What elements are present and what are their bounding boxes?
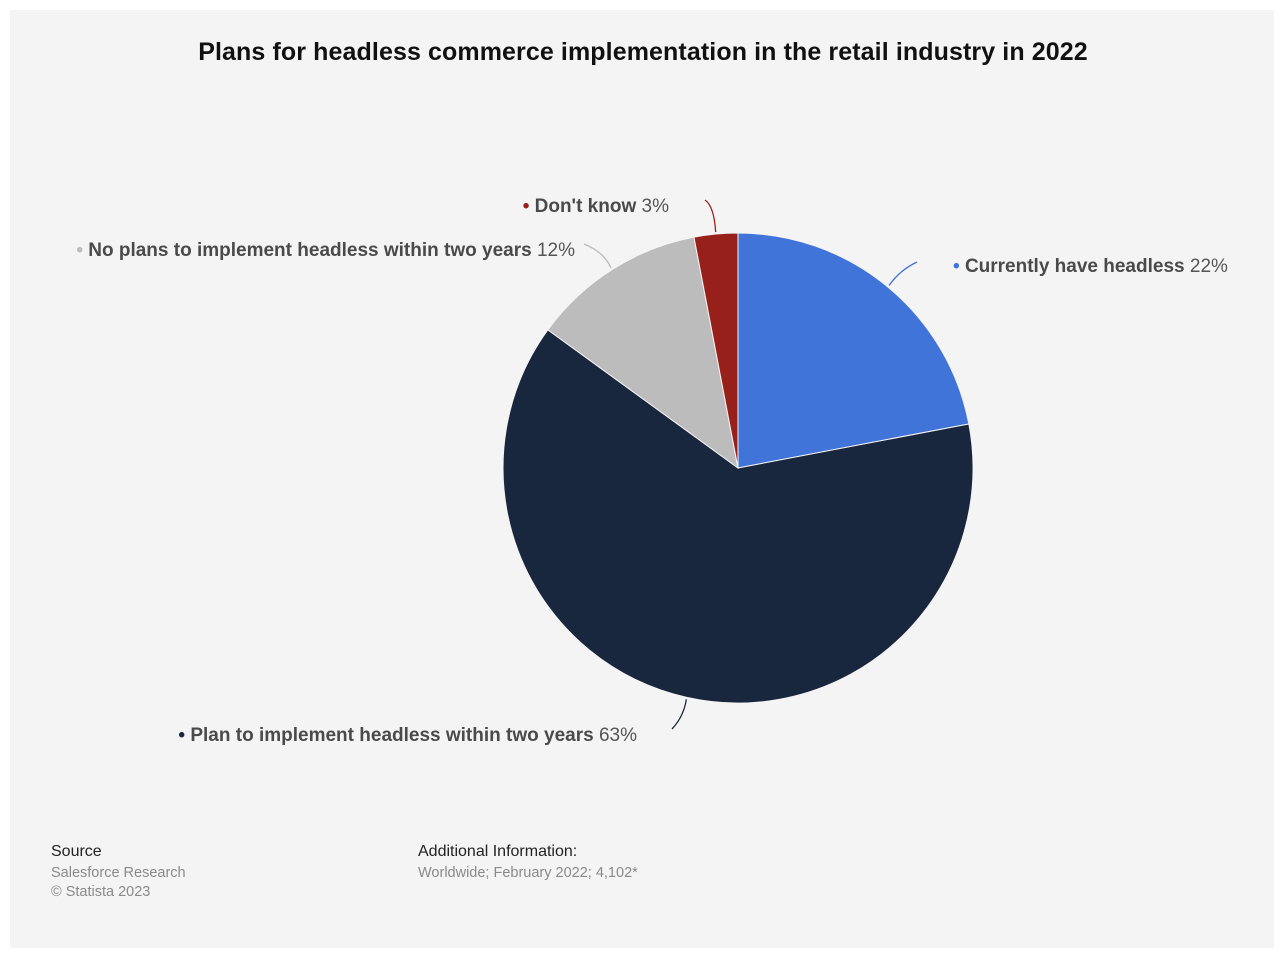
pie-slice-1 bbox=[502, 329, 974, 704]
additional-info-heading: Additional Information: bbox=[418, 843, 578, 860]
pie-slice-2 bbox=[547, 236, 739, 470]
source-line-1: Salesforce Research bbox=[51, 865, 186, 881]
slice-label-0: • Currently have headless 22% bbox=[953, 256, 1228, 277]
connector-line-0 bbox=[888, 261, 918, 286]
connector-line-3 bbox=[704, 199, 717, 233]
connector-line-2 bbox=[583, 243, 612, 269]
pie-slice-3 bbox=[693, 232, 739, 469]
additional-info-line: Worldwide; February 2022; 4,102* bbox=[418, 865, 638, 881]
chart-title: Plans for headless commerce implementati… bbox=[198, 38, 1088, 66]
connector-line-1 bbox=[671, 699, 687, 730]
additional-info-block: Additional Information: Worldwide; Febru… bbox=[418, 843, 638, 883]
source-heading: Source bbox=[51, 843, 102, 860]
source-block: Source Salesforce Research © Statista 20… bbox=[51, 843, 186, 902]
pie-slice-0 bbox=[737, 232, 970, 469]
slice-label-3: • Don't know 3% bbox=[523, 196, 669, 217]
slice-label-2: • No plans to implement headless within … bbox=[76, 240, 575, 261]
slice-label-1: • Plan to implement headless within two … bbox=[178, 725, 637, 746]
source-line-2: © Statista 2023 bbox=[51, 884, 151, 900]
